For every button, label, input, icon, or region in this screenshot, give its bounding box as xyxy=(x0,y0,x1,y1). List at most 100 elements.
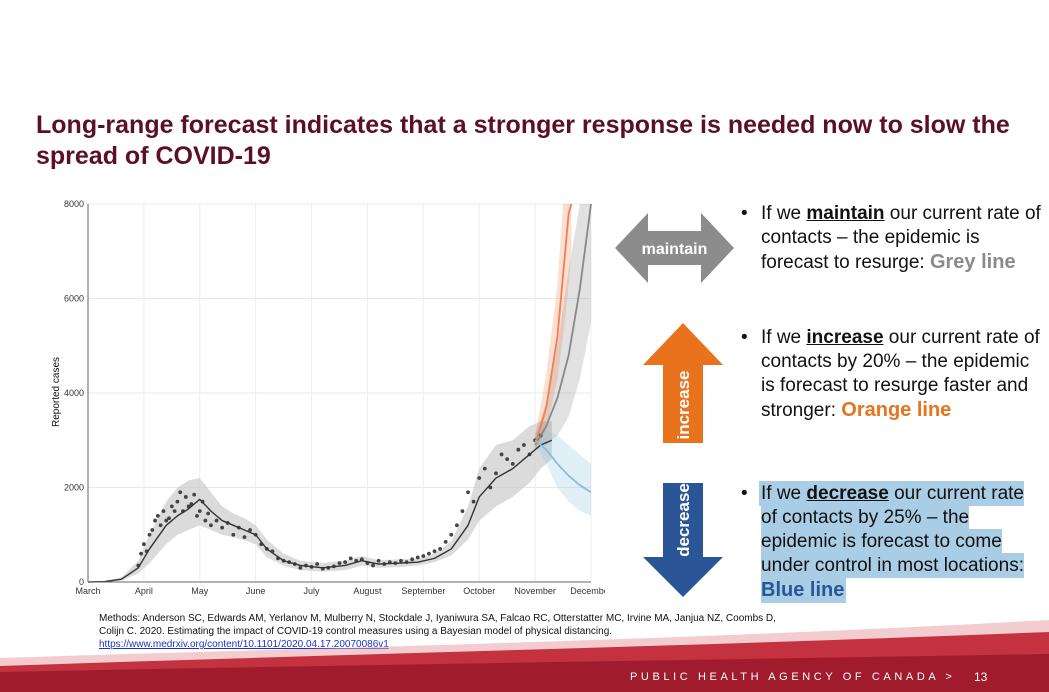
observed-point xyxy=(139,551,143,556)
bullet-dot: • xyxy=(741,203,748,224)
y-axis-label: Reported cases xyxy=(51,357,62,427)
observed-point xyxy=(337,561,342,565)
observed-point xyxy=(167,516,171,521)
x-tick-label: December xyxy=(570,586,605,596)
observed-point xyxy=(161,509,166,514)
arrows-panel: maintain increase decrease xyxy=(615,213,734,597)
increase-arrow: increase xyxy=(643,323,723,443)
agency-name: PUBLIC HEALTH AGENCY OF CANADA > xyxy=(630,671,956,683)
observed-point xyxy=(494,471,498,476)
observed-point xyxy=(454,523,459,528)
observed-point xyxy=(343,560,347,565)
observed-point xyxy=(231,532,236,537)
bullet-pre: If we xyxy=(761,483,807,504)
observed-points xyxy=(136,433,543,571)
blue-line xyxy=(534,439,592,493)
observed-point xyxy=(477,476,482,480)
bullet-keyword: increase xyxy=(806,327,884,348)
x-tick-label: November xyxy=(514,586,556,596)
observed-point xyxy=(371,563,375,568)
bullet-pre: If we xyxy=(761,203,807,224)
slide-title: Long-range forecast indicates that a str… xyxy=(36,111,1010,170)
x-tick-label: October xyxy=(463,586,495,596)
maintain-arrow-label: maintain xyxy=(642,241,708,258)
observed-point xyxy=(449,532,454,537)
observed-point xyxy=(147,532,152,537)
observed-point xyxy=(192,492,197,497)
observed-point xyxy=(376,558,381,563)
observed-point xyxy=(172,509,177,514)
observed-point xyxy=(206,511,211,516)
observed-point xyxy=(432,549,437,554)
observed-point xyxy=(214,518,219,523)
observed-point xyxy=(242,535,247,540)
observed-point xyxy=(164,518,169,523)
observed-point xyxy=(522,443,526,447)
bullet-body: our current rate of contacts by 20% – th… xyxy=(761,327,1040,421)
page-number: 13 xyxy=(974,670,988,684)
observed-point xyxy=(183,495,188,499)
observed-point xyxy=(482,466,487,471)
bullet-body: our current rate of contacts – the epide… xyxy=(761,203,1041,273)
observed-point xyxy=(197,509,202,514)
chart-lines xyxy=(87,203,592,583)
observed-point xyxy=(220,525,225,530)
decrease-arrow-shape xyxy=(643,483,723,597)
bullet-decrease: • If we decrease our current rate of con… xyxy=(741,482,1041,603)
series-band-0 xyxy=(535,204,591,450)
observed-point xyxy=(460,509,465,514)
bullet-keyword: decrease xyxy=(806,483,889,504)
methods-link[interactable]: https://www.medrxiv.org/content/10.1101/… xyxy=(99,639,389,650)
forecast-chart: 0 2000 4000 6000 8000 March April May June July Au… xyxy=(51,199,605,596)
bullet-dot: • xyxy=(741,327,748,348)
observed-point xyxy=(158,523,163,528)
observed-point xyxy=(466,490,470,495)
decrease-arrow-label: decrease xyxy=(674,483,693,557)
observed-point xyxy=(516,447,521,452)
observed-point xyxy=(348,556,353,561)
x-tick-label: March xyxy=(75,586,100,596)
x-tick-label: April xyxy=(135,586,153,596)
chart-axes: 0 2000 4000 6000 8000 March April May June July Au… xyxy=(64,199,605,596)
observed-point xyxy=(443,539,448,544)
increase-arrow-shape xyxy=(643,323,723,443)
series-band-1 xyxy=(535,204,572,450)
x-tick-label: June xyxy=(246,586,266,596)
bullet-maintain: • If we maintain our current rate of con… xyxy=(741,202,1041,275)
observed-point xyxy=(155,513,160,518)
observed-point xyxy=(499,452,504,457)
grey-line xyxy=(534,203,592,446)
x-tick-label: May xyxy=(191,586,209,596)
maintain-arrow: maintain xyxy=(615,213,734,283)
bullet-dot: • xyxy=(741,483,748,504)
x-tick-label: September xyxy=(401,586,445,596)
observed-point xyxy=(315,562,320,566)
observed-point xyxy=(438,547,442,551)
bullet-line-tag: Blue line xyxy=(761,579,845,601)
methods-citation: Methods: Anderson SC, Edwards AM, Yerlan… xyxy=(99,612,779,651)
bullet-line-tag: Orange line xyxy=(841,399,952,421)
fit-line xyxy=(87,439,553,583)
observed-point xyxy=(195,513,199,518)
observed-point xyxy=(209,523,213,528)
observed-point xyxy=(421,554,426,558)
bullet-body: our current rate of contacts by 25% – th… xyxy=(761,483,1024,576)
observed-point xyxy=(415,555,420,560)
bullet-text: If we increase our current rate of conta… xyxy=(741,326,1041,423)
bullet-increase: • If we increase our current rate of con… xyxy=(741,326,1041,423)
footer-band xyxy=(0,620,1049,692)
decrease-arrow: decrease xyxy=(643,483,723,597)
y-tick-label: 6000 xyxy=(64,294,84,304)
observed-point xyxy=(169,504,174,509)
observed-point xyxy=(153,518,157,523)
maintain-arrow-shape xyxy=(615,213,734,283)
increase-arrow-label: increase xyxy=(674,371,693,440)
observed-point xyxy=(141,542,146,547)
observed-point xyxy=(178,490,183,495)
orange-line xyxy=(534,203,573,446)
bullet-text: If we decrease our current rate of conta… xyxy=(741,482,1041,603)
observed-point xyxy=(175,499,180,504)
methods-text: Methods: Anderson SC, Edwards AM, Yerlan… xyxy=(99,613,776,637)
x-tick-label: July xyxy=(304,586,321,596)
observed-point xyxy=(488,485,493,490)
